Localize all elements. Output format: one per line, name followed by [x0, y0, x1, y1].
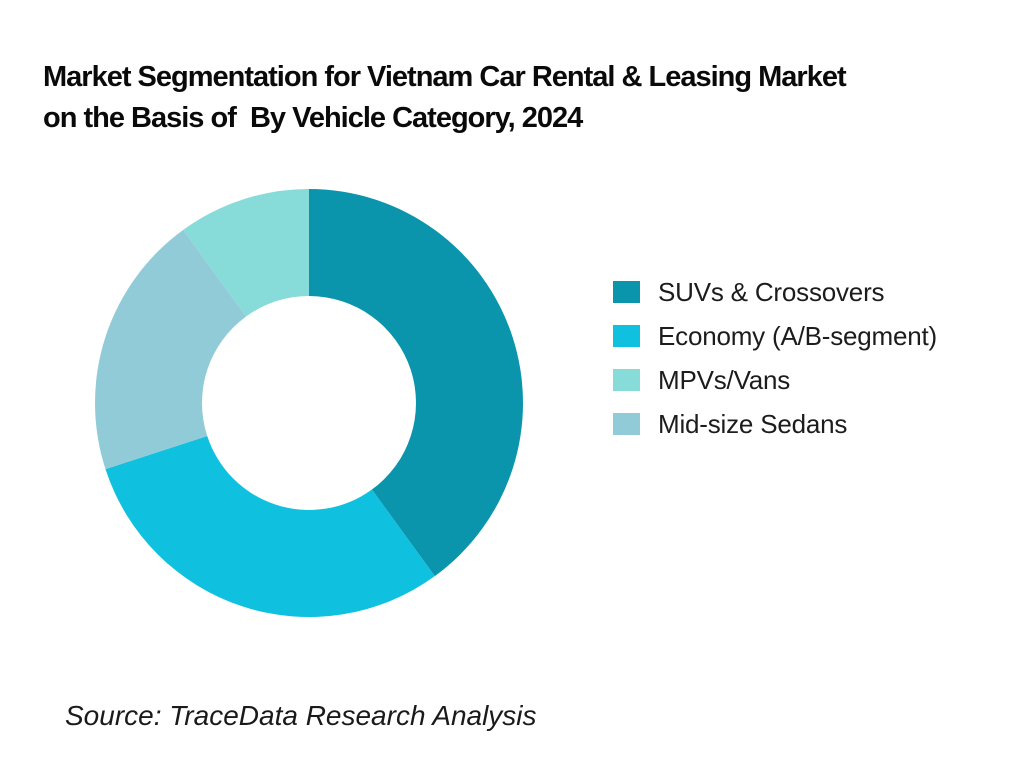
donut-slice-economy-a-b-segment: [105, 436, 435, 618]
legend-item-suvs-crossovers: SUVs & Crossovers: [613, 277, 937, 307]
chart-title-line-2: on the Basis of By Vehicle Category, 202…: [43, 102, 583, 134]
legend-swatch-icon: [613, 281, 640, 303]
chart-title-line-1: Market Segmentation for Vietnam Car Rent…: [43, 61, 847, 93]
legend-label: SUVs & Crossovers: [658, 276, 885, 307]
donut-chart: [94, 188, 524, 618]
chart-title: Market Segmentation for Vietnam Car Rent…: [43, 57, 983, 139]
legend-item-mpvs-vans: MPVs/Vans: [613, 365, 937, 395]
legend-item-economy: Economy (A/B-segment): [613, 321, 937, 351]
legend-label: Economy (A/B-segment): [658, 320, 938, 351]
donut-slice-suvs-crossovers: [309, 189, 524, 577]
legend-label: Mid-size Sedans: [658, 408, 848, 439]
donut-slice-mid-size-sedans: [94, 229, 247, 470]
legend-swatch-icon: [613, 369, 640, 391]
legend-swatch-icon: [613, 413, 640, 435]
donut-chart-svg: [94, 189, 524, 618]
legend-label: MPVs/Vans: [658, 364, 791, 395]
chart-legend: SUVs & Crossovers Economy (A/B-segment) …: [613, 277, 937, 457]
legend-swatch-icon: [613, 325, 640, 347]
donut-slice-mpvs-vans: [183, 189, 309, 317]
source-note: Source: TraceData Research Analysis: [65, 700, 537, 731]
legend-item-mid-size-sedans: Mid-size Sedans: [613, 409, 937, 439]
